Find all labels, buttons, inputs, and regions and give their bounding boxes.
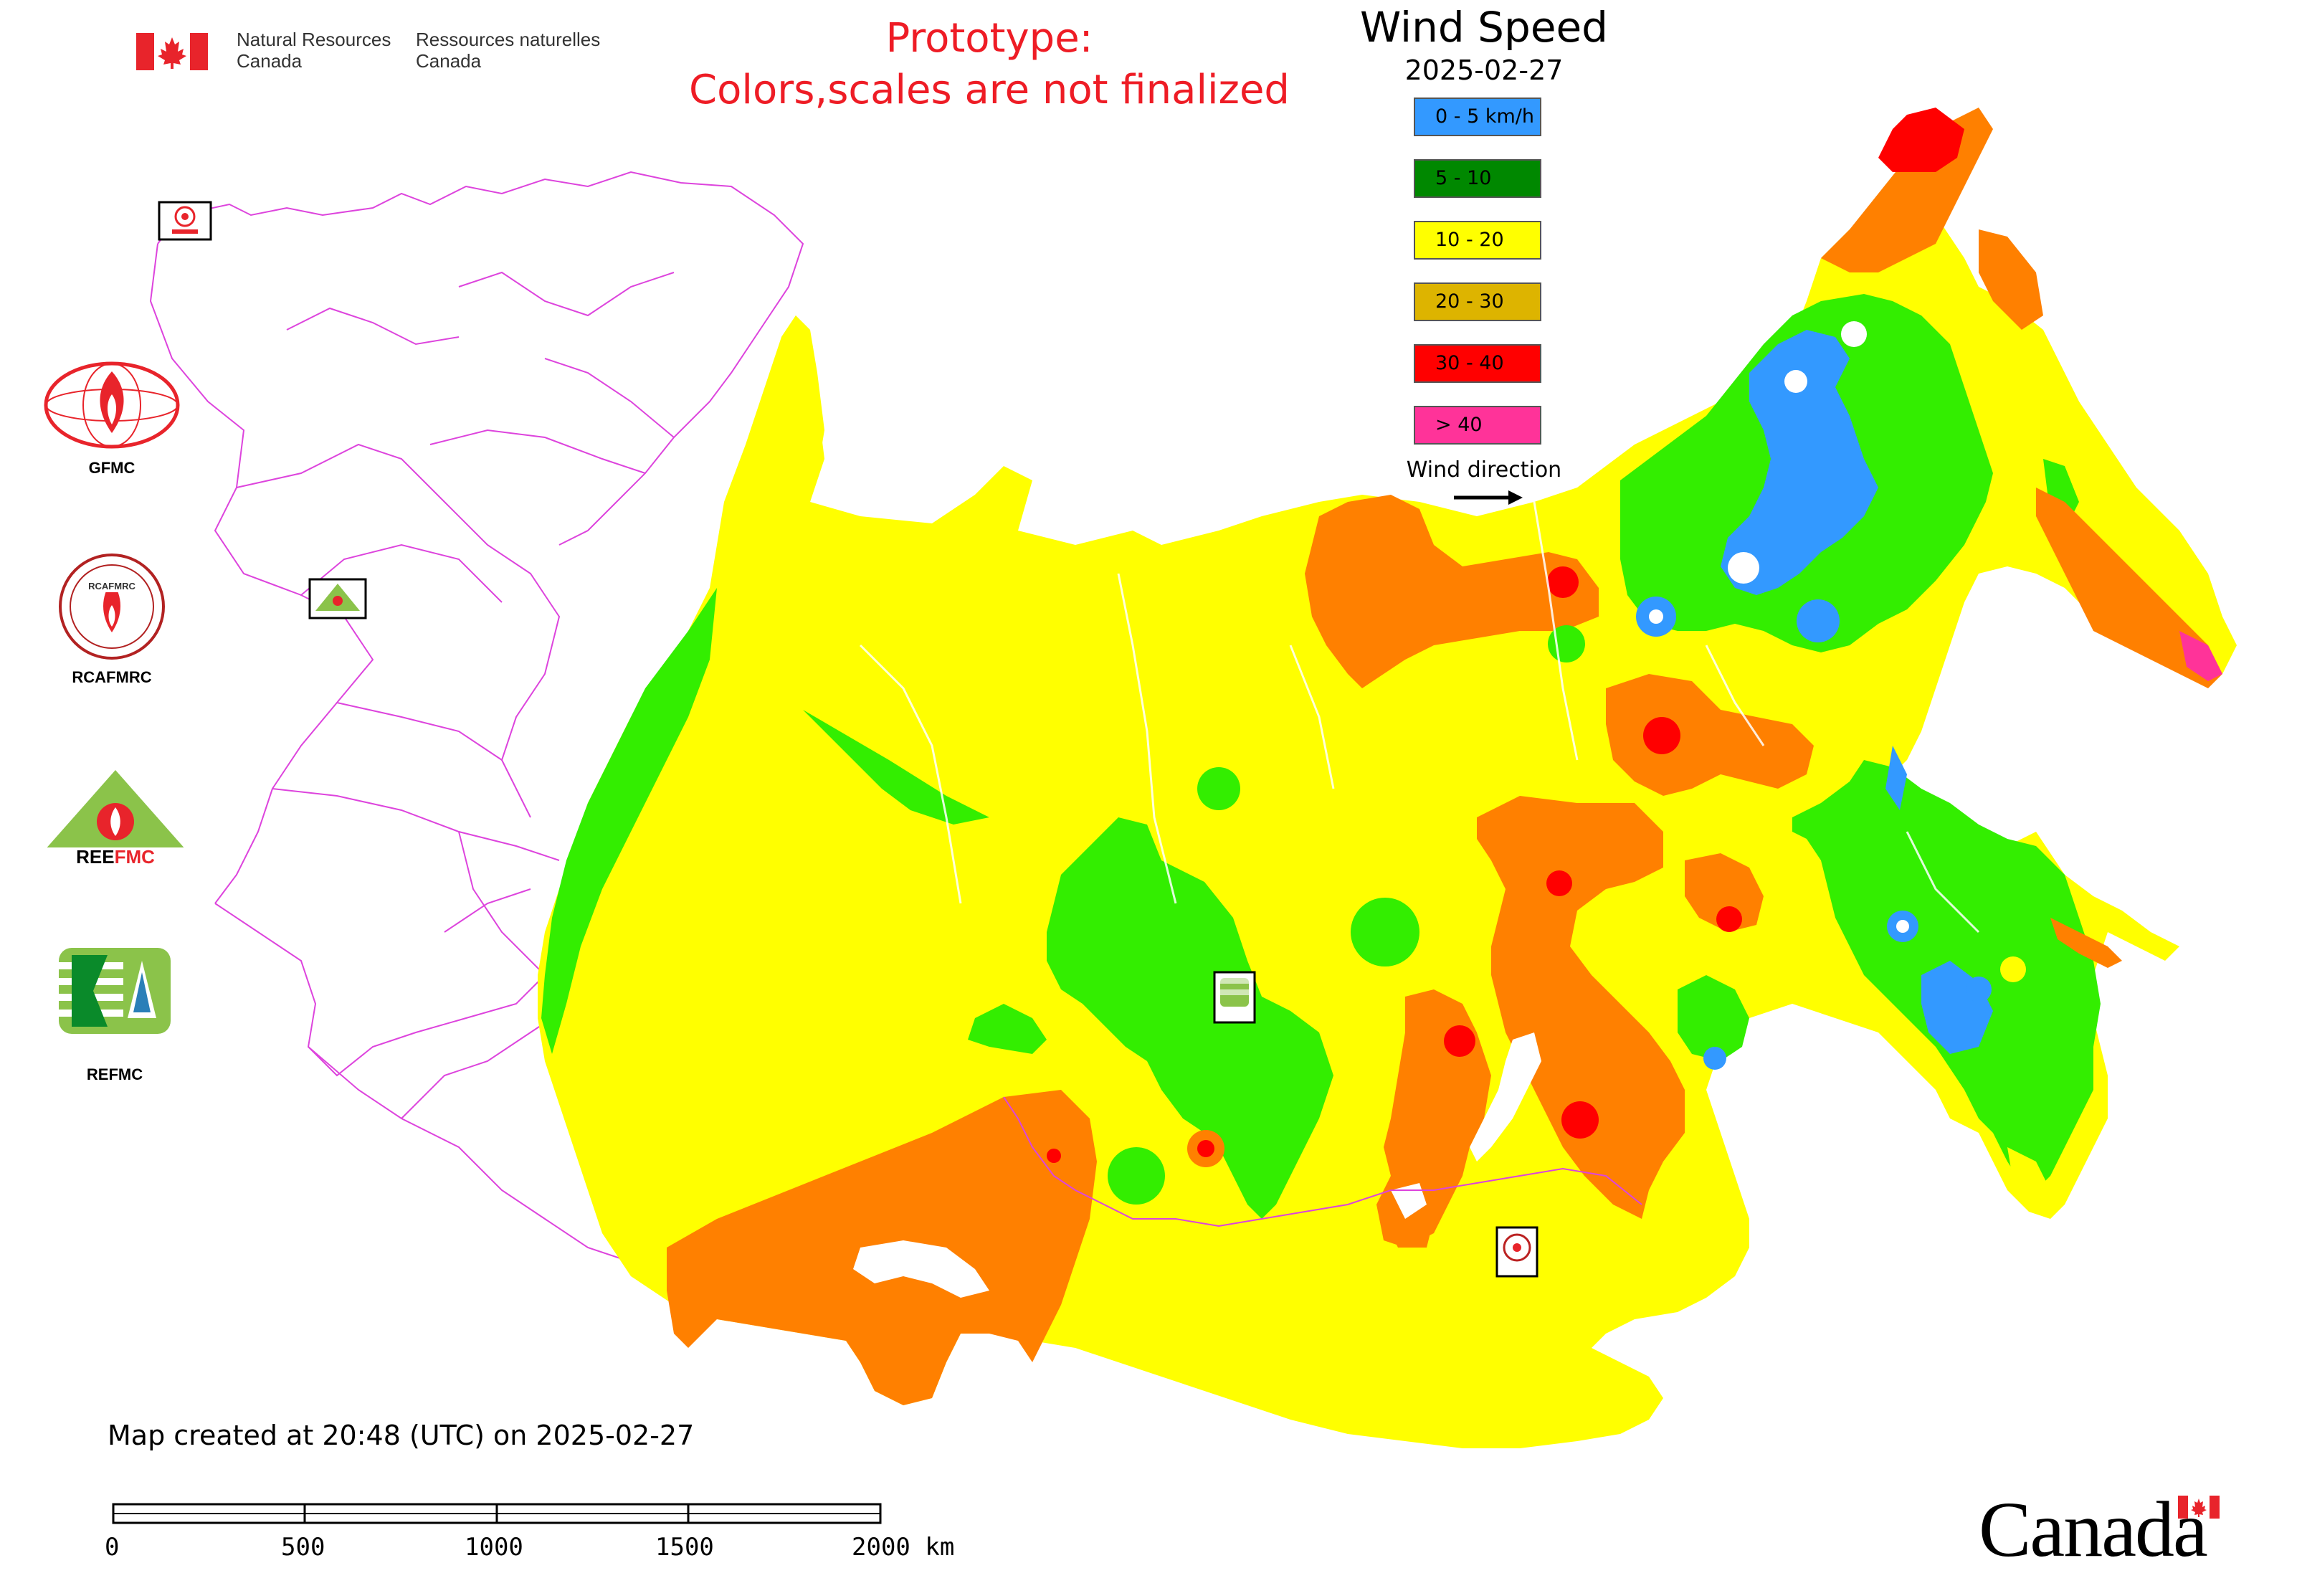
refmc-logo: REFMC bbox=[57, 946, 172, 1083]
scale-tick-0: 0 bbox=[105, 1533, 120, 1562]
canada-wordmark-text: Canada bbox=[1979, 1486, 2208, 1573]
prototype-warning: Prototype: Colors,scales are not finaliz… bbox=[631, 13, 1348, 116]
canada-wordmark: Canada bbox=[1979, 1484, 2208, 1575]
svg-text:RCAFMRC: RCAFMRC bbox=[88, 581, 135, 592]
prototype-line2: Colors,scales are not finalized bbox=[689, 67, 1290, 113]
scale-tick-1500: 1500 bbox=[655, 1533, 714, 1562]
legend-class-1: 5 - 10 bbox=[1414, 159, 1541, 198]
agency-en-line1: Natural Resources bbox=[237, 29, 391, 50]
agency-fr-line2: Canada bbox=[416, 50, 482, 72]
legend-class-5: > 40 bbox=[1414, 406, 1541, 445]
rcafmrc-logo: RCAFMRC RCAFMRC bbox=[57, 552, 166, 686]
svg-text:REEFMC: REEFMC bbox=[76, 846, 155, 868]
rcafmrc-logo-icon: RCAFMRC bbox=[59, 554, 165, 660]
river-network bbox=[859, 501, 1980, 934]
government-signature: Natural Resources Canada Ressources natu… bbox=[136, 29, 624, 79]
scale-tick-500: 500 bbox=[281, 1533, 325, 1562]
legend-class-0: 0 - 5 km/h bbox=[1414, 98, 1541, 136]
legend-date: 2025-02-27 bbox=[1404, 54, 1564, 86]
country-boundary bbox=[1003, 1096, 1642, 1227]
scale-tick-1000: 1000 bbox=[465, 1533, 523, 1562]
gfmc-label: GFMC bbox=[88, 459, 135, 477]
legend-class-3: 20 - 30 bbox=[1414, 282, 1541, 321]
legend-title: Wind Speed bbox=[1359, 3, 1609, 52]
refmc-label: REFMC bbox=[86, 1065, 143, 1083]
wind-direction-label: Wind direction bbox=[1406, 457, 1562, 483]
scale-tick-2000: 2000 km bbox=[852, 1533, 955, 1562]
gfmc-logo-icon bbox=[44, 361, 180, 449]
canada-wordmark-flag-icon bbox=[2178, 1496, 2220, 1519]
reefmc-logo: REEFMC bbox=[40, 767, 191, 870]
wind-field bbox=[538, 108, 2237, 1448]
gfmc-logo: GFMC bbox=[40, 358, 184, 477]
reefmc-logo-icon: REEFMC bbox=[40, 770, 191, 868]
canada-flag-icon bbox=[136, 33, 208, 70]
legend-class-4: 30 - 40 bbox=[1414, 344, 1541, 383]
wind-direction-arrow-icon bbox=[1454, 490, 1523, 505]
legend-class-2: 10 - 20 bbox=[1414, 221, 1541, 260]
map-created-note: Map created at 20:48 (UTC) on 2025-02-27 bbox=[108, 1420, 695, 1451]
prototype-line1: Prototype: bbox=[885, 15, 1093, 62]
rcafmrc-label: RCAFMRC bbox=[72, 668, 152, 686]
agency-name-en: Natural Resources Canada bbox=[237, 29, 391, 72]
reefmc-marker-icon bbox=[308, 578, 367, 619]
agency-name-fr: Ressources naturelles Canada bbox=[416, 29, 600, 72]
refmc-marker-icon bbox=[1213, 971, 1256, 1024]
agency-fr-line1: Ressources naturelles bbox=[416, 29, 601, 50]
gfmc-marker-icon bbox=[158, 201, 212, 241]
rcafmrc-marker-icon bbox=[1495, 1226, 1538, 1278]
refmc-logo-icon bbox=[59, 948, 171, 1034]
scale-bar bbox=[112, 1503, 882, 1524]
agency-en-line2: Canada bbox=[237, 50, 303, 72]
